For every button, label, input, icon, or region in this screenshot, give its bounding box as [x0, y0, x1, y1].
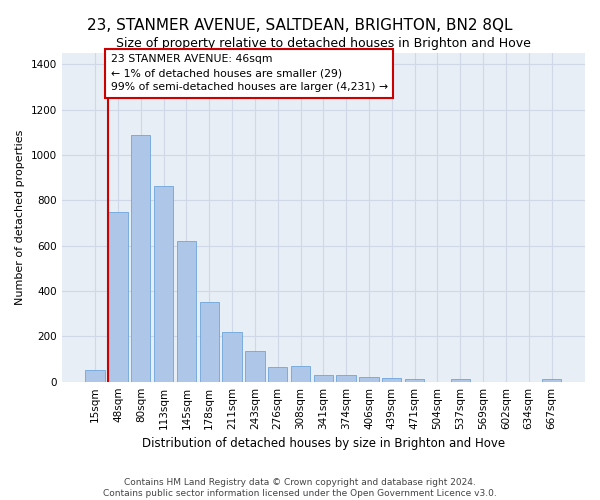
- Bar: [223, 332, 242, 382]
- Bar: [359, 377, 379, 382]
- Bar: [314, 375, 333, 382]
- Text: 23, STANMER AVENUE, SALTDEAN, BRIGHTON, BN2 8QL: 23, STANMER AVENUE, SALTDEAN, BRIGHTON, …: [87, 18, 513, 32]
- Bar: [108, 212, 128, 382]
- Bar: [337, 375, 356, 382]
- Bar: [85, 370, 105, 382]
- Bar: [405, 380, 424, 382]
- Y-axis label: Number of detached properties: Number of detached properties: [15, 130, 25, 305]
- Bar: [291, 366, 310, 382]
- Bar: [268, 367, 287, 382]
- Text: 23 STANMER AVENUE: 46sqm
← 1% of detached houses are smaller (29)
99% of semi-de: 23 STANMER AVENUE: 46sqm ← 1% of detache…: [110, 54, 388, 92]
- Bar: [451, 380, 470, 382]
- Bar: [245, 351, 265, 382]
- Bar: [177, 241, 196, 382]
- X-axis label: Distribution of detached houses by size in Brighton and Hove: Distribution of detached houses by size …: [142, 437, 505, 450]
- Bar: [382, 378, 401, 382]
- Text: Contains HM Land Registry data © Crown copyright and database right 2024.
Contai: Contains HM Land Registry data © Crown c…: [103, 478, 497, 498]
- Bar: [542, 380, 561, 382]
- Bar: [131, 134, 151, 382]
- Bar: [154, 186, 173, 382]
- Bar: [200, 302, 219, 382]
- Title: Size of property relative to detached houses in Brighton and Hove: Size of property relative to detached ho…: [116, 38, 531, 51]
